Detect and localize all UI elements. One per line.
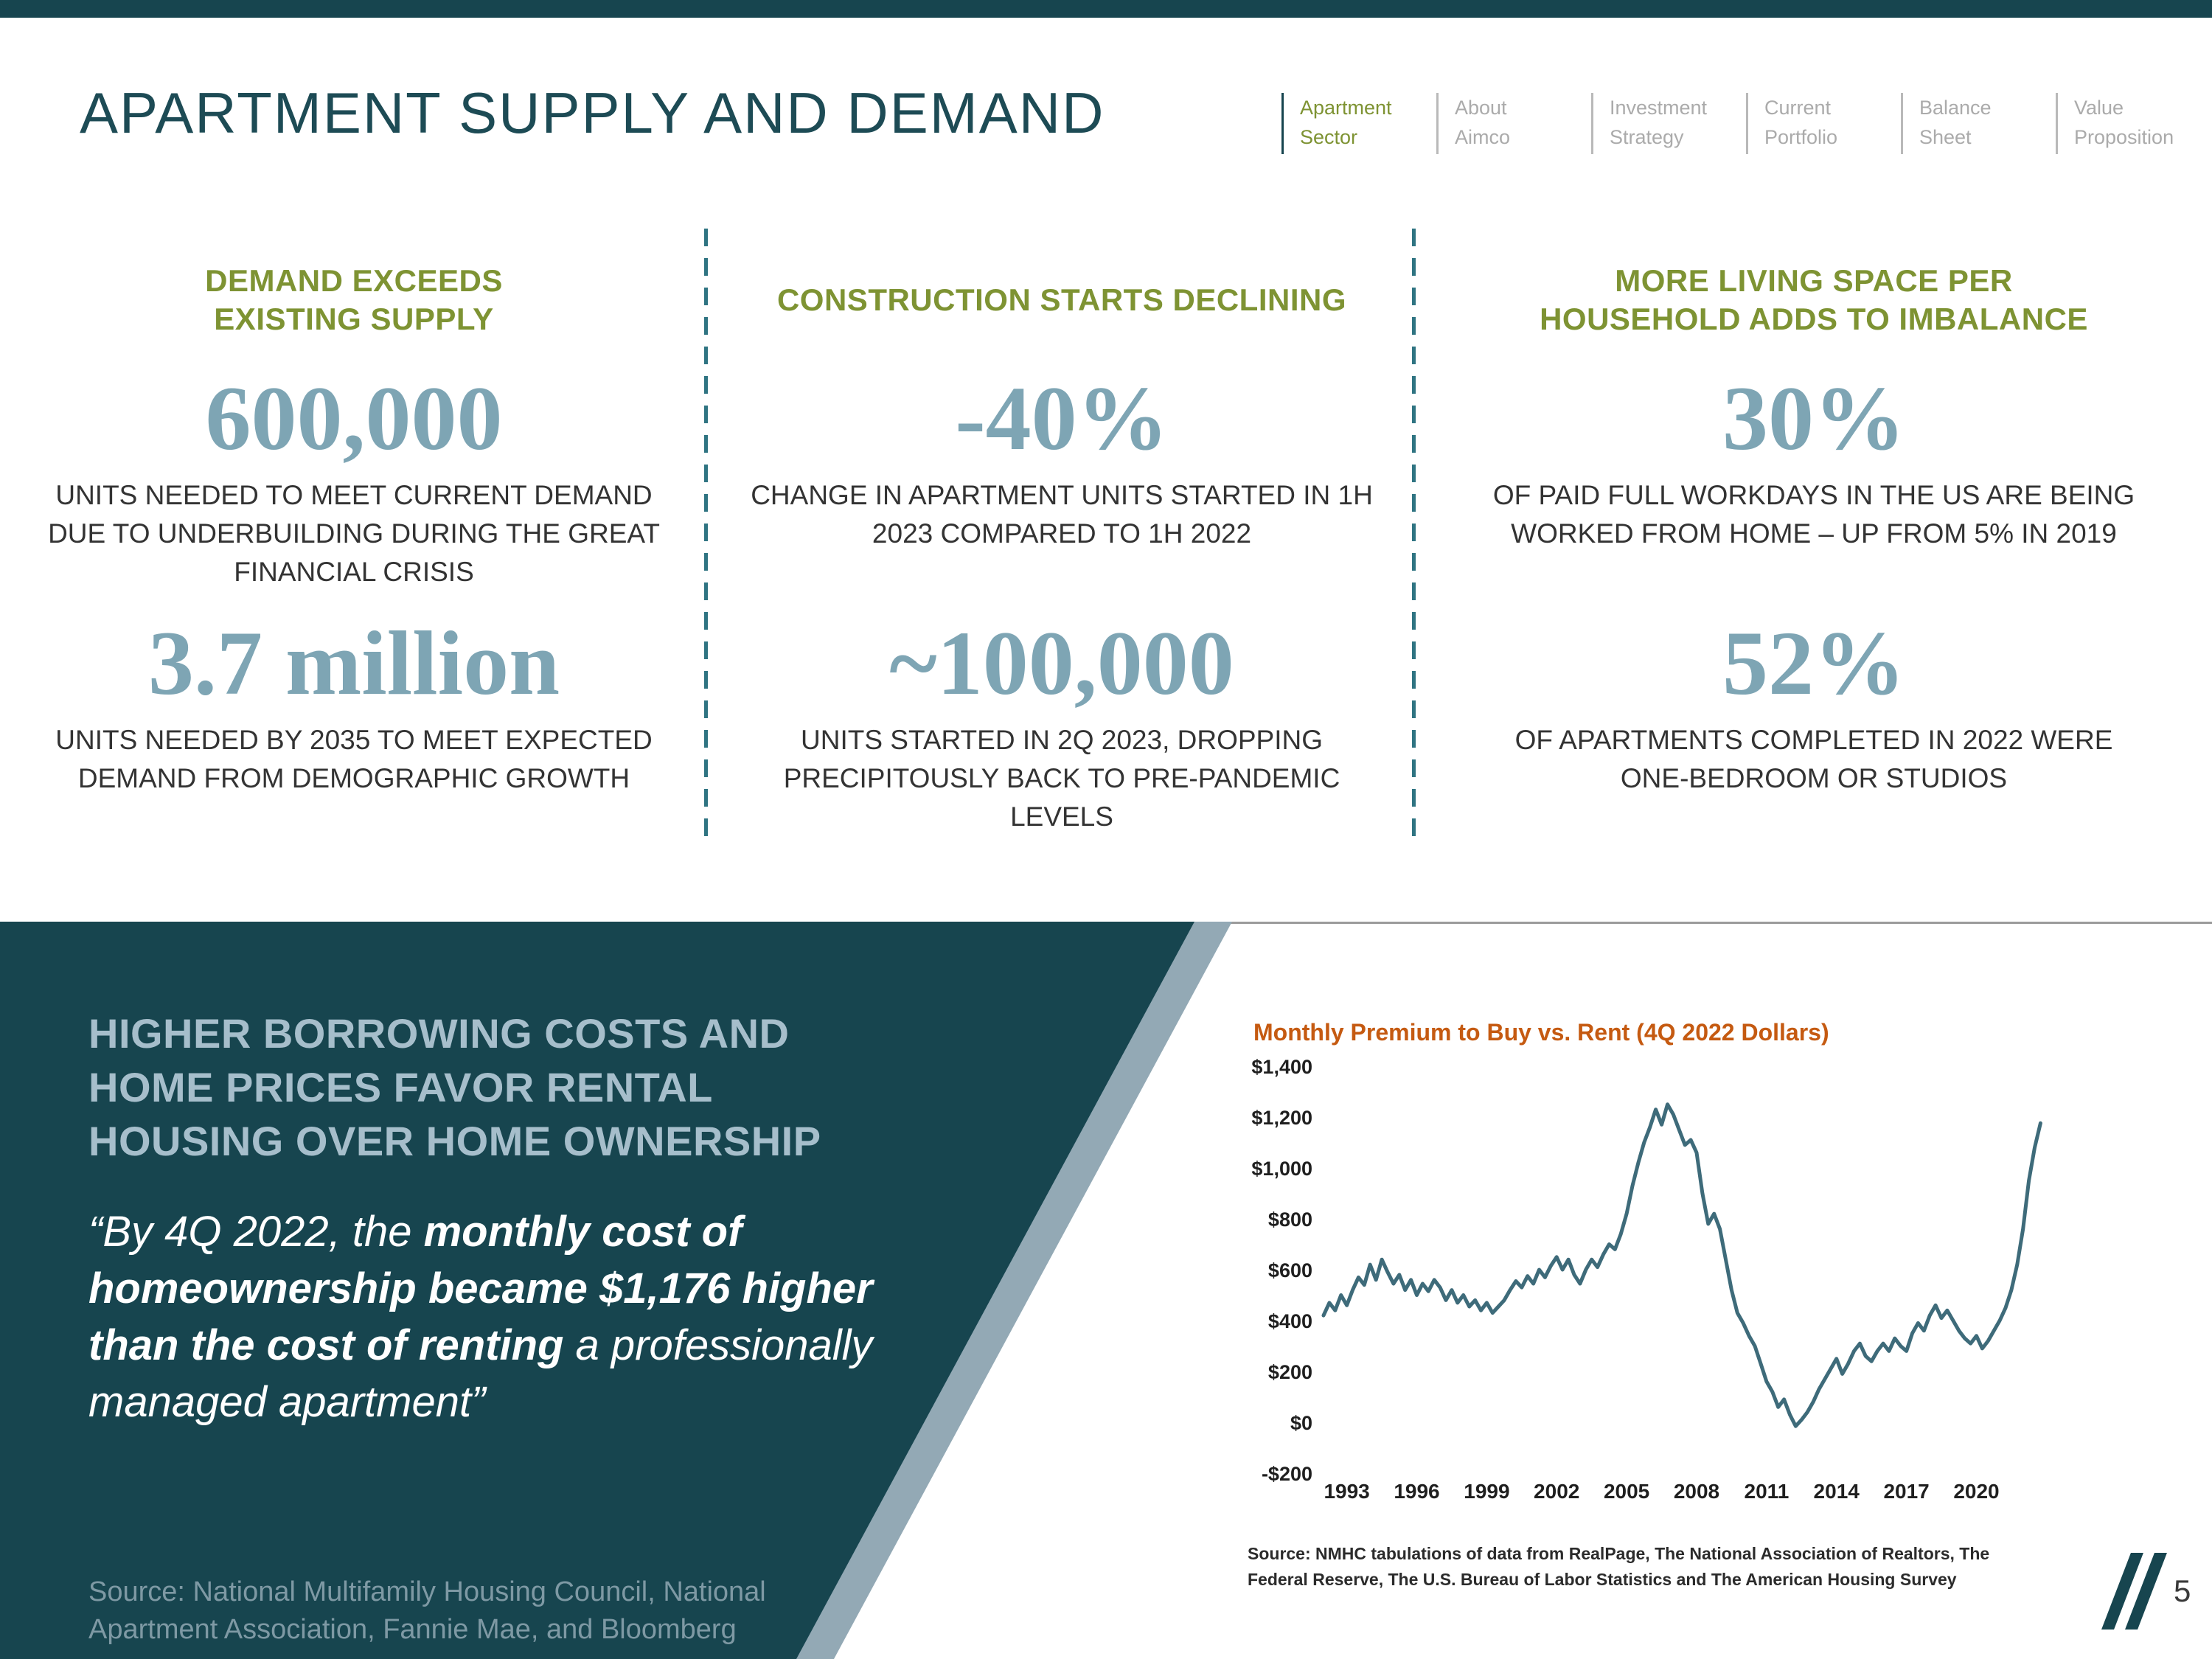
tab-label: Apartment bbox=[1300, 97, 1392, 119]
chart-source-note: Source: NMHC tabulations of data from Re… bbox=[1248, 1544, 1990, 1589]
tab-label: Sheet bbox=[1919, 126, 1972, 149]
tab-about-aimco[interactable]: About Aimco bbox=[1436, 93, 1591, 154]
tab-value-proposition[interactable]: Value Proposition bbox=[2056, 93, 2211, 154]
column-heading: CONSTRUCTION STARTS DECLINING bbox=[776, 282, 1347, 317]
logo-slash-mark bbox=[2101, 1553, 2169, 1630]
svg-text:$1,400: $1,400 bbox=[1251, 1056, 1312, 1078]
stat-column-demand: DEMAND EXCEEDS EXISTING SUPPLY 600,000 U… bbox=[22, 221, 686, 798]
stat-value: 3.7 million bbox=[147, 613, 560, 714]
quote-suffix: a professionally managed apartment” bbox=[88, 1321, 873, 1427]
tab-balance-sheet[interactable]: Balance Sheet bbox=[1901, 93, 2056, 154]
tab-label: About bbox=[1455, 97, 1507, 119]
panel-source-note: Source: National Multifamily Housing Cou… bbox=[88, 1576, 766, 1646]
column-divider bbox=[1412, 229, 1416, 848]
tab-investment-strategy[interactable]: Investment Strategy bbox=[1591, 93, 1746, 154]
tab-label: Portfolio bbox=[1764, 126, 1838, 149]
stat-value: ~100,000 bbox=[889, 613, 1234, 714]
page-number: 5 bbox=[2174, 1573, 2191, 1608]
stats-section: DEMAND EXCEEDS EXISTING SUPPLY 600,000 U… bbox=[0, 221, 2212, 870]
svg-text:1993: 1993 bbox=[1324, 1480, 1369, 1503]
svg-text:2017: 2017 bbox=[1883, 1480, 1929, 1503]
svg-text:$1,200: $1,200 bbox=[1251, 1107, 1312, 1129]
stat-column-living-space: MORE LIVING SPACE PER HOUSEHOLD ADDS TO … bbox=[1438, 221, 2190, 798]
chart-title: Monthly Premium to Buy vs. Rent (4Q 2022… bbox=[1253, 1019, 1829, 1046]
svg-text:2011: 2011 bbox=[1745, 1480, 1790, 1503]
svg-text:-$200: -$200 bbox=[1262, 1463, 1312, 1485]
separator-line bbox=[855, 922, 2212, 924]
quote-prefix: “By 4Q 2022, the bbox=[88, 1208, 424, 1256]
svg-text:2002: 2002 bbox=[1534, 1480, 1579, 1503]
svg-text:2005: 2005 bbox=[1604, 1480, 1649, 1503]
svg-text:$800: $800 bbox=[1268, 1208, 1312, 1231]
tab-label: Sector bbox=[1300, 126, 1358, 149]
column-divider bbox=[704, 229, 708, 848]
tab-current-portfolio[interactable]: Current Portfolio bbox=[1746, 93, 1901, 154]
stat-caption: OF APARTMENTS COMPLETED IN 2022 WERE ONE… bbox=[1514, 725, 2113, 793]
stat-value: 600,000 bbox=[205, 368, 503, 469]
quote-emphasis: monthly cost of homeownership became $1,… bbox=[88, 1208, 873, 1370]
tab-apartment-sector[interactable]: Apartment Sector bbox=[1281, 93, 1436, 154]
tab-label: Proposition bbox=[2074, 126, 2174, 149]
stat-caption: UNITS STARTED IN 2Q 2023, DROPPING PRECI… bbox=[783, 725, 1340, 832]
svg-text:2020: 2020 bbox=[1953, 1480, 1999, 1503]
svg-text:$1,000: $1,000 bbox=[1251, 1158, 1312, 1180]
stat-value: -40% bbox=[955, 368, 1169, 469]
svg-text:$200: $200 bbox=[1268, 1361, 1312, 1383]
svg-text:$600: $600 bbox=[1268, 1259, 1312, 1281]
stat-caption: UNITS NEEDED TO MEET CURRENT DEMAND DUE … bbox=[48, 480, 660, 587]
stat-caption: CHANGE IN APARTMENT UNITS STARTED IN 1H … bbox=[751, 480, 1373, 549]
page-title: APARTMENT SUPPLY AND DEMAND bbox=[80, 80, 1105, 145]
top-accent-bar bbox=[0, 0, 2212, 18]
tab-label: Investment bbox=[1610, 97, 1708, 119]
svg-text:2014: 2014 bbox=[1814, 1480, 1860, 1503]
tab-label: Strategy bbox=[1610, 126, 1684, 149]
column-heading: MORE LIVING SPACE PER HOUSEHOLD ADDS TO … bbox=[1540, 262, 2088, 337]
tab-label: Aimco bbox=[1455, 126, 1511, 149]
premium-line-chart: $1,400 $1,200 $1,000 $800 $600 $400 $200 $0 -$20… bbox=[1251, 1056, 2042, 1503]
stat-value: 30% bbox=[1722, 368, 1905, 469]
column-heading: DEMAND EXCEEDS EXISTING SUPPLY bbox=[205, 262, 503, 337]
panel-heading: HIGHER BORROWING COSTS AND HOME PRICES F… bbox=[88, 1010, 821, 1164]
tab-label: Value bbox=[2074, 97, 2124, 119]
section-nav: Apartment Sector About Aimco Investment … bbox=[1281, 93, 2211, 154]
tab-label: Balance bbox=[1919, 97, 1992, 119]
stat-caption: UNITS NEEDED BY 2035 TO MEET EXPECTED DE… bbox=[55, 725, 653, 793]
svg-text:2008: 2008 bbox=[1674, 1480, 1719, 1503]
stat-caption: OF PAID FULL WORKDAYS IN THE US ARE BEIN… bbox=[1492, 480, 2135, 549]
svg-text:1999: 1999 bbox=[1464, 1480, 1509, 1503]
svg-text:$0: $0 bbox=[1290, 1412, 1312, 1434]
svg-text:1996: 1996 bbox=[1394, 1480, 1439, 1503]
bottom-section: HIGHER BORROWING COSTS AND HOME PRICES F… bbox=[0, 922, 2212, 1659]
quote: “By 4Q 2022, the monthly cost of homeown… bbox=[88, 1203, 959, 1431]
tab-label: Current bbox=[1764, 97, 1832, 119]
svg-text:$400: $400 bbox=[1268, 1310, 1312, 1332]
stat-value: 52% bbox=[1722, 613, 1905, 714]
stat-column-construction: CONSTRUCTION STARTS DECLINING -40% CHANG… bbox=[730, 221, 1394, 835]
